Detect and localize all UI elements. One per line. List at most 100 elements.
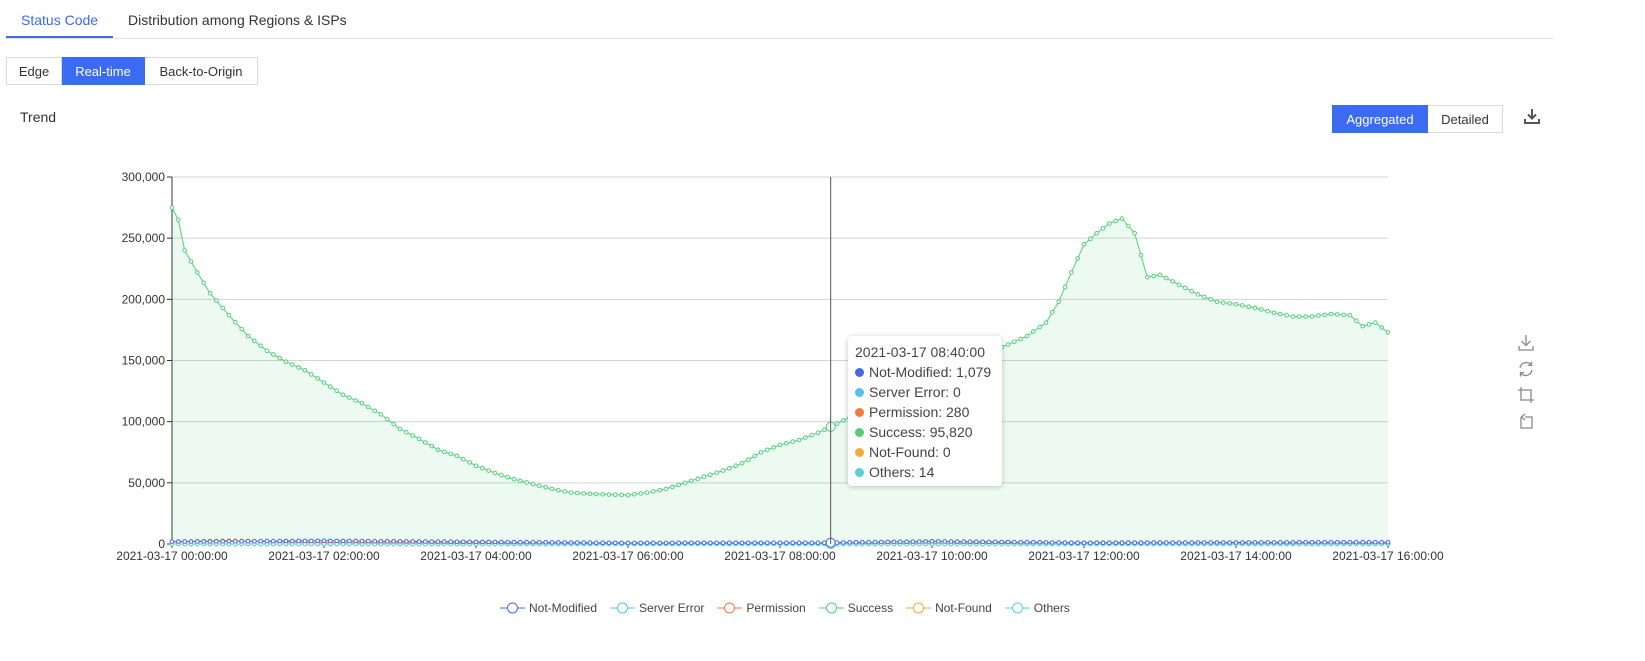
data-point	[1379, 325, 1384, 330]
data-point	[948, 539, 954, 544]
data-point	[1138, 253, 1144, 258]
data-point	[448, 451, 454, 457]
data-point	[993, 539, 998, 545]
data-point	[258, 343, 264, 349]
legend-permission[interactable]: Permission	[717, 600, 806, 616]
restore-icon[interactable]	[1516, 359, 1536, 379]
legend-marker-icon	[906, 602, 932, 614]
data-point	[1366, 539, 1372, 545]
data-point	[328, 538, 333, 544]
data-point	[315, 376, 321, 381]
data-point	[239, 538, 244, 544]
legend-others[interactable]: Others	[1004, 600, 1070, 616]
tooltip-dot	[855, 427, 864, 437]
tooltip-row: Success: 95,820	[855, 422, 1002, 442]
data-point	[530, 539, 536, 545]
back-to-origin-button[interactable]: Back-to-Origin	[145, 57, 258, 85]
data-point	[860, 540, 865, 545]
data-point	[1132, 540, 1137, 546]
data-point	[714, 470, 720, 475]
data-point	[252, 338, 257, 344]
data-point	[720, 540, 726, 546]
data-point	[473, 539, 479, 545]
data-point	[999, 539, 1005, 545]
data-point	[188, 539, 194, 544]
legend-server-error[interactable]: Server Error	[610, 600, 704, 616]
data-point	[1354, 539, 1359, 545]
data-point	[967, 539, 973, 545]
data-point	[1170, 540, 1175, 545]
tooltip-row-label: Success: 95,820	[869, 424, 973, 440]
data-point	[1126, 540, 1131, 546]
edge-button[interactable]: Edge	[6, 57, 62, 85]
data-point	[796, 540, 802, 546]
data-point	[587, 491, 593, 497]
section-title: Trend	[20, 109, 57, 125]
legend-success[interactable]: Success	[818, 600, 893, 616]
data-point	[606, 540, 612, 546]
data-point	[328, 384, 333, 389]
data-point	[1081, 540, 1087, 546]
data-point	[657, 540, 663, 546]
data-point	[1113, 218, 1118, 224]
data-point	[834, 421, 840, 426]
data-point	[638, 540, 644, 546]
data-point	[1126, 223, 1131, 229]
data-point	[1024, 539, 1030, 545]
data-point	[410, 433, 416, 438]
data-point	[803, 540, 808, 546]
data-point	[486, 539, 492, 545]
save-image-icon[interactable]	[1516, 333, 1536, 353]
data-point	[1354, 318, 1359, 324]
data-point	[245, 333, 251, 339]
data-point	[1290, 540, 1296, 545]
real-time-button[interactable]: Real-time	[62, 57, 145, 85]
data-point	[841, 540, 846, 545]
data-point	[879, 539, 884, 545]
x-tick-label: 2021-03-17 02:00:00	[268, 549, 380, 563]
data-point	[746, 540, 751, 546]
legend-not-found[interactable]: Not-Found	[906, 600, 992, 616]
data-point	[872, 539, 878, 545]
data-point	[518, 478, 523, 484]
data-point	[1050, 540, 1055, 545]
data-point	[1259, 540, 1264, 545]
data-point	[1297, 314, 1302, 319]
data-point	[1094, 540, 1099, 546]
data-point	[1347, 539, 1353, 545]
data-point	[682, 540, 688, 546]
zoom-back-icon[interactable]	[1516, 411, 1536, 431]
chart-tooltip: 2021-03-17 08:40:00 Not-Modified: 1,079 …	[848, 336, 1002, 486]
data-point	[385, 539, 390, 544]
data-point	[1303, 540, 1308, 545]
data-point	[708, 472, 713, 478]
data-point	[885, 539, 891, 545]
data-point	[613, 540, 618, 546]
data-point	[568, 490, 574, 495]
data-point	[910, 539, 916, 544]
detailed-button[interactable]: Detailed	[1428, 105, 1503, 133]
x-tick-label: 2021-03-17 16:00:00	[1332, 549, 1444, 563]
data-point	[1031, 329, 1036, 334]
data-point	[302, 538, 308, 544]
download-icon[interactable]	[1523, 107, 1541, 125]
zoom-icon[interactable]	[1516, 385, 1536, 405]
data-point	[701, 474, 707, 480]
aggregated-button[interactable]: Aggregated	[1332, 105, 1428, 133]
data-point	[575, 540, 580, 545]
legend-not-modified[interactable]: Not-Modified	[500, 600, 597, 616]
tab-distribution-regions-isps[interactable]: Distribution among Regions & ISPs	[128, 12, 347, 28]
data-point	[169, 205, 175, 210]
legend-label: Not-Modified	[529, 601, 598, 615]
tab-status-code[interactable]: Status Code	[21, 12, 99, 28]
data-point	[245, 538, 251, 544]
data-point	[752, 540, 758, 546]
data-point	[739, 540, 745, 546]
data-point	[1233, 540, 1239, 545]
data-point	[1221, 300, 1226, 305]
data-point	[556, 540, 561, 545]
data-point	[1132, 231, 1137, 236]
data-point	[309, 538, 314, 544]
data-point	[1157, 272, 1163, 278]
